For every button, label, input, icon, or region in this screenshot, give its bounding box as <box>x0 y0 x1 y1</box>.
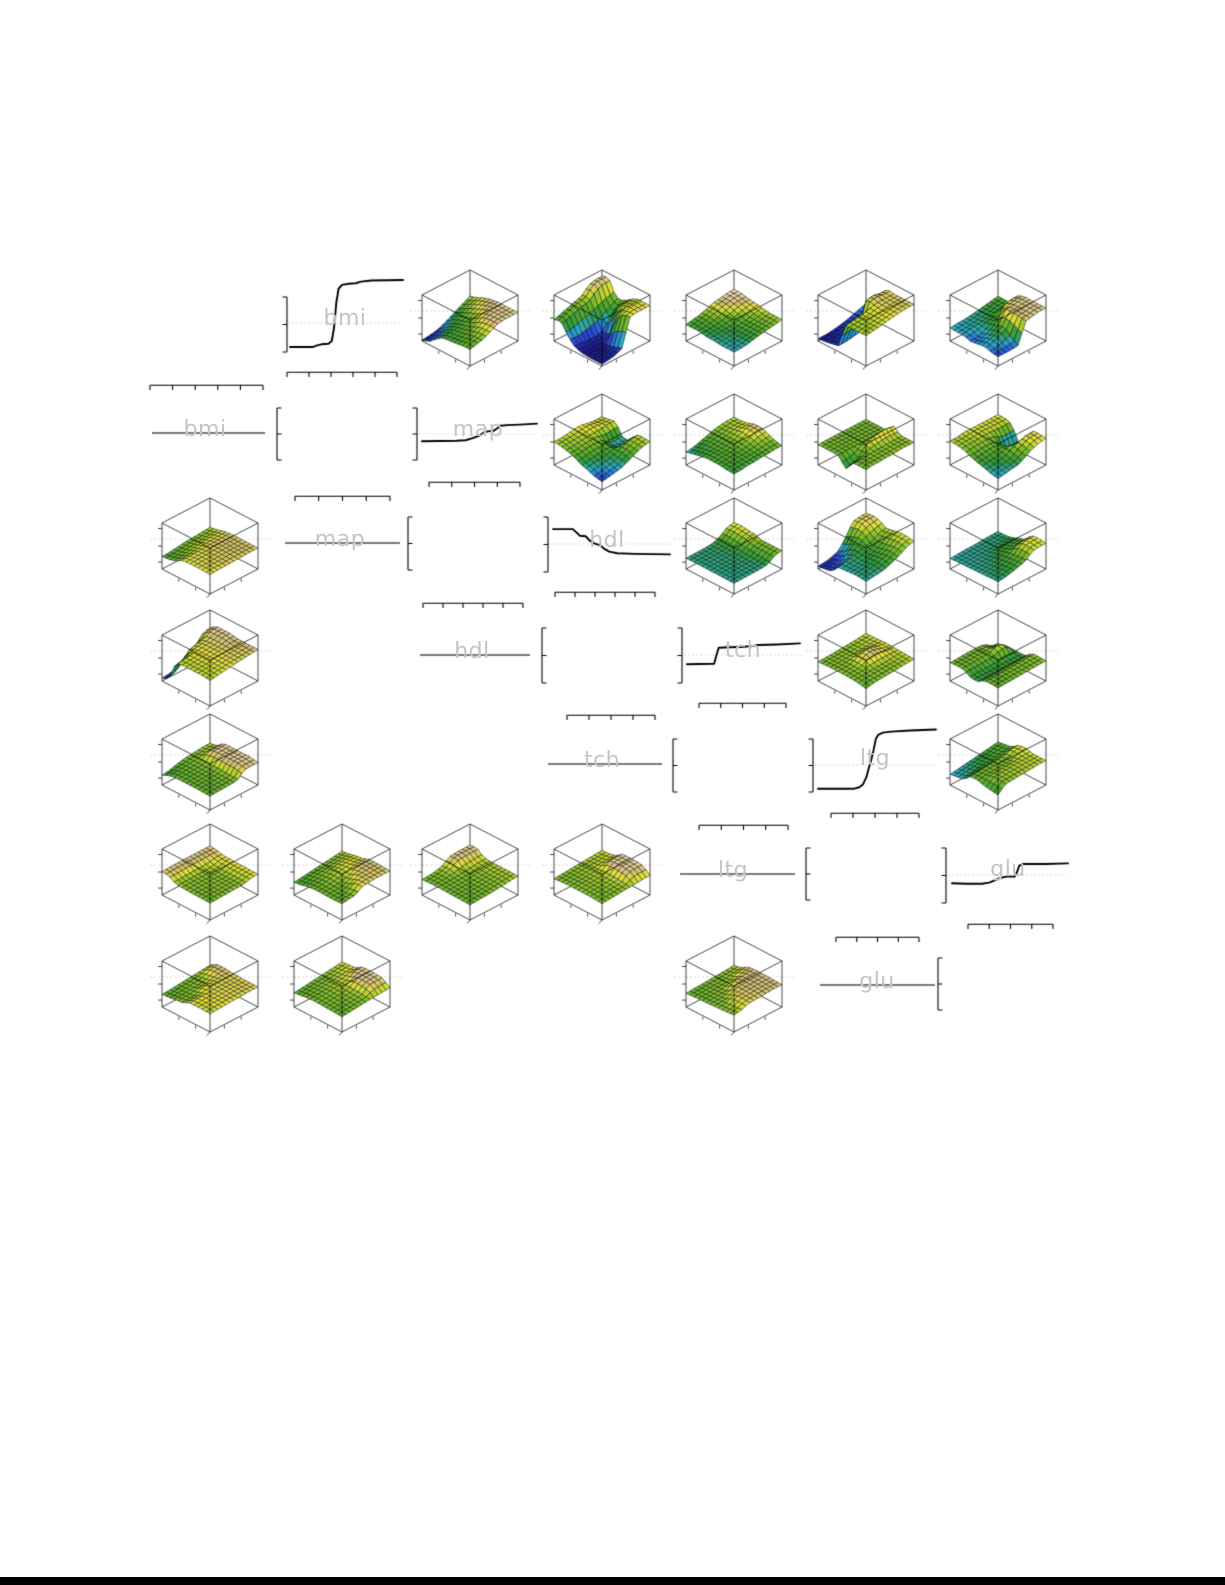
surface-3d-r5c1 <box>150 706 270 818</box>
var-label-tch-pdp: tch <box>724 638 762 663</box>
var-label-map-pdp: map <box>452 417 504 442</box>
surface-3d-r2c4 <box>542 386 662 498</box>
surface-3d-r1c3 <box>410 262 530 374</box>
flat-line-bmi <box>149 402 289 470</box>
x-axis-map <box>426 481 523 490</box>
var-label-ltg-pdp: ltg <box>859 746 891 771</box>
surface-3d-r7c1 <box>150 928 270 1040</box>
var-label-ltg-flat: ltg <box>717 858 749 883</box>
flat-line-ltg <box>677 842 818 910</box>
surface-3d-r1c5 <box>674 262 794 374</box>
pdp-curve-bmi <box>281 267 409 360</box>
x-axis-diagonal-5 <box>696 824 791 833</box>
x-axis-diagonal-6 <box>833 936 922 945</box>
pdp-curve-hdl <box>542 487 676 580</box>
x-axis-diagonal-3 <box>420 602 526 611</box>
surface-3d-r2c7 <box>938 386 1058 498</box>
var-label-tch-flat: tch <box>583 748 621 773</box>
surface-3d-r7c5 <box>674 928 794 1040</box>
var-label-hdl-flat: hdl <box>454 639 490 664</box>
surface-3d-r2c6 <box>806 386 926 498</box>
pdp-curve-glu <box>940 818 1074 911</box>
pdp-curve-map <box>411 378 543 468</box>
var-label-glu-flat: glu <box>859 969 895 994</box>
surface-3d-r4c1 <box>150 602 270 714</box>
surface-3d-r4c6 <box>806 602 926 714</box>
var-label-glu-pdp: glu <box>990 857 1026 882</box>
x-axis-hdl <box>552 591 658 600</box>
flat-line-tch <box>545 733 685 802</box>
surface-3d-r3c1 <box>150 490 270 602</box>
surface-3d-r5c7 <box>938 706 1058 818</box>
surface-3d-r6c3 <box>410 816 530 928</box>
surface-3d-r2c5 <box>674 386 794 498</box>
x-axis-glu <box>965 923 1056 932</box>
x-axis-tch <box>696 702 789 711</box>
surface-3d-r1c6 <box>806 262 926 374</box>
var-label-bmi-flat: bmi <box>183 417 227 442</box>
surface-3d-r3c5 <box>674 490 794 602</box>
surface-3d-r6c1 <box>150 816 270 928</box>
surface-3d-r3c7 <box>938 490 1058 602</box>
surface-3d-r6c4 <box>542 816 662 928</box>
surface-3d-r6c2 <box>282 816 402 928</box>
var-label-map-flat: map <box>314 527 366 552</box>
footer-bar <box>0 1577 1225 1585</box>
x-axis-diagonal-1 <box>147 384 266 393</box>
x-axis-ltg <box>828 812 922 821</box>
x-axis-diagonal-2 <box>292 495 393 504</box>
surface-3d-r3c6 <box>806 490 926 602</box>
surface-3d-r1c7 <box>938 262 1058 374</box>
x-axis-bmi <box>284 371 400 380</box>
flat-line-hdl <box>417 622 554 693</box>
pdp-curve-tch <box>676 598 806 691</box>
var-label-hdl-pdp: hdl <box>589 528 625 553</box>
x-axis-diagonal-4 <box>564 714 658 723</box>
surface-3d-r7c2 <box>282 928 402 1040</box>
surface-3d-r1c4 <box>542 262 662 374</box>
surface-3d-r4c7 <box>938 602 1058 714</box>
flat-line-glu <box>817 952 950 1020</box>
flat-line-map <box>282 511 420 580</box>
var-label-bmi-pdp: bmi <box>323 306 367 331</box>
pdp-curve-ltg <box>807 709 942 800</box>
